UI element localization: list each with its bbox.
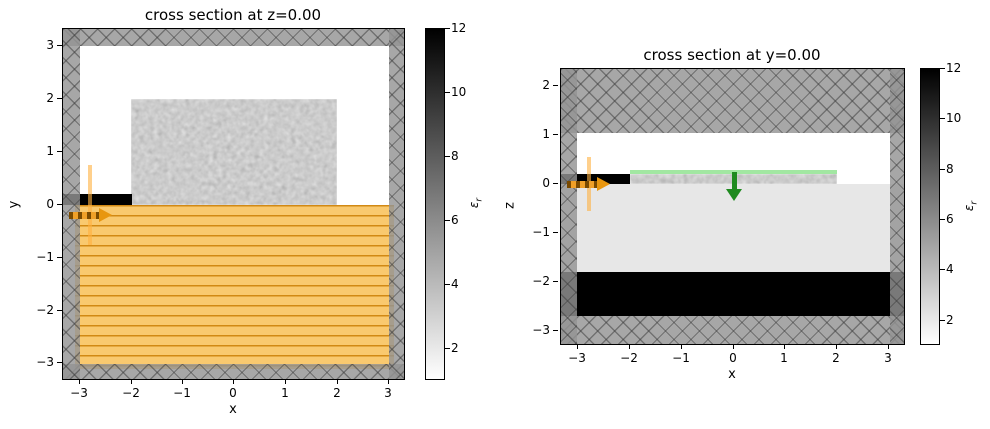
pml-right <box>890 69 904 344</box>
y-tick: 0 <box>28 197 62 212</box>
left-colorbar-label: εr <box>467 191 485 215</box>
x-tick: 3 <box>871 345 905 365</box>
arrow-tail <box>567 180 597 188</box>
epsilon-symbol: ε <box>467 201 481 209</box>
substrate-region <box>75 205 394 369</box>
x-tick: 2 <box>320 380 354 400</box>
colorbar-tick: 10 <box>940 111 974 125</box>
lower-substrate <box>561 272 904 316</box>
y-tick: −3 <box>28 355 62 370</box>
z-tick: 2 <box>524 78 558 93</box>
colorbar-tick: 4 <box>445 277 479 291</box>
colorbar-tick: 8 <box>940 162 974 176</box>
x-tick: −2 <box>612 345 646 365</box>
colorbar-tick: 12 <box>445 21 479 35</box>
y-tick: −2 <box>28 303 62 318</box>
source-direction-arrow <box>69 208 112 222</box>
colorbar-tick: 6 <box>445 213 479 227</box>
colorbar-tick: 6 <box>940 212 974 226</box>
z-tick: 0 <box>524 176 558 191</box>
flux-direction-arrow <box>726 172 742 201</box>
pml-top <box>63 29 404 46</box>
y-tick: 3 <box>28 38 62 53</box>
colorbar-tick: 2 <box>445 341 479 355</box>
left-y-axis-label: y <box>6 200 22 209</box>
y-tick: 2 <box>28 91 62 106</box>
y-tick: 1 <box>28 144 62 159</box>
epsilon-subscript: r <box>969 200 980 205</box>
pml-left <box>63 29 80 379</box>
y-tick: −1 <box>28 250 62 265</box>
arrow-head <box>99 208 112 222</box>
z-tick: 1 <box>524 127 558 142</box>
epsilon-symbol: ε <box>962 204 976 212</box>
random-block-texture <box>131 99 337 205</box>
pml-right <box>389 29 404 379</box>
x-tick: 0 <box>216 380 250 400</box>
x-tick: 3 <box>371 380 405 400</box>
pml-bottom <box>63 364 404 379</box>
arrow-tail <box>69 211 99 219</box>
x-tick: 2 <box>819 345 853 365</box>
source-line <box>88 165 92 245</box>
z-tick: −3 <box>524 323 558 338</box>
x-tick: −2 <box>114 380 148 400</box>
x-tick: −3 <box>560 345 594 365</box>
arrow-head <box>597 177 610 191</box>
left-plot-area <box>62 28 405 380</box>
x-tick: −3 <box>62 380 96 400</box>
colorbar-tick: 2 <box>940 313 974 327</box>
pml-left <box>561 69 577 344</box>
right-x-axis-label: x <box>728 367 736 382</box>
pml-top <box>561 69 904 133</box>
arrow-head <box>726 189 742 201</box>
left-colorbar <box>425 28 445 380</box>
x-tick: 0 <box>716 345 750 365</box>
arrow-tail <box>731 172 737 189</box>
right-colorbar <box>920 68 940 345</box>
waveguide-strip <box>561 174 630 184</box>
colorbar-tick: 4 <box>940 262 974 276</box>
z-tick: −2 <box>524 274 558 289</box>
source-direction-arrow <box>567 177 610 191</box>
left-x-axis-label: x <box>229 402 237 417</box>
left-plot-title: cross section at z=0.00 <box>144 6 322 24</box>
right-plot-area <box>560 68 905 345</box>
x-tick: 1 <box>767 345 801 365</box>
epsilon-subscript: r <box>474 197 485 202</box>
right-y-axis-label: z <box>502 202 518 209</box>
waveguide-strip <box>63 194 132 205</box>
z-tick: −1 <box>524 225 558 240</box>
right-plot-title: cross section at y=0.00 <box>643 46 821 64</box>
colorbar-tick: 12 <box>940 61 974 75</box>
x-tick: 1 <box>268 380 302 400</box>
colorbar-tick: 10 <box>445 85 479 99</box>
pml-bottom <box>561 316 904 344</box>
colorbar-tick: 8 <box>445 149 479 163</box>
x-tick: −1 <box>664 345 698 365</box>
right-colorbar-label: εr <box>962 194 980 218</box>
x-tick: −1 <box>165 380 199 400</box>
